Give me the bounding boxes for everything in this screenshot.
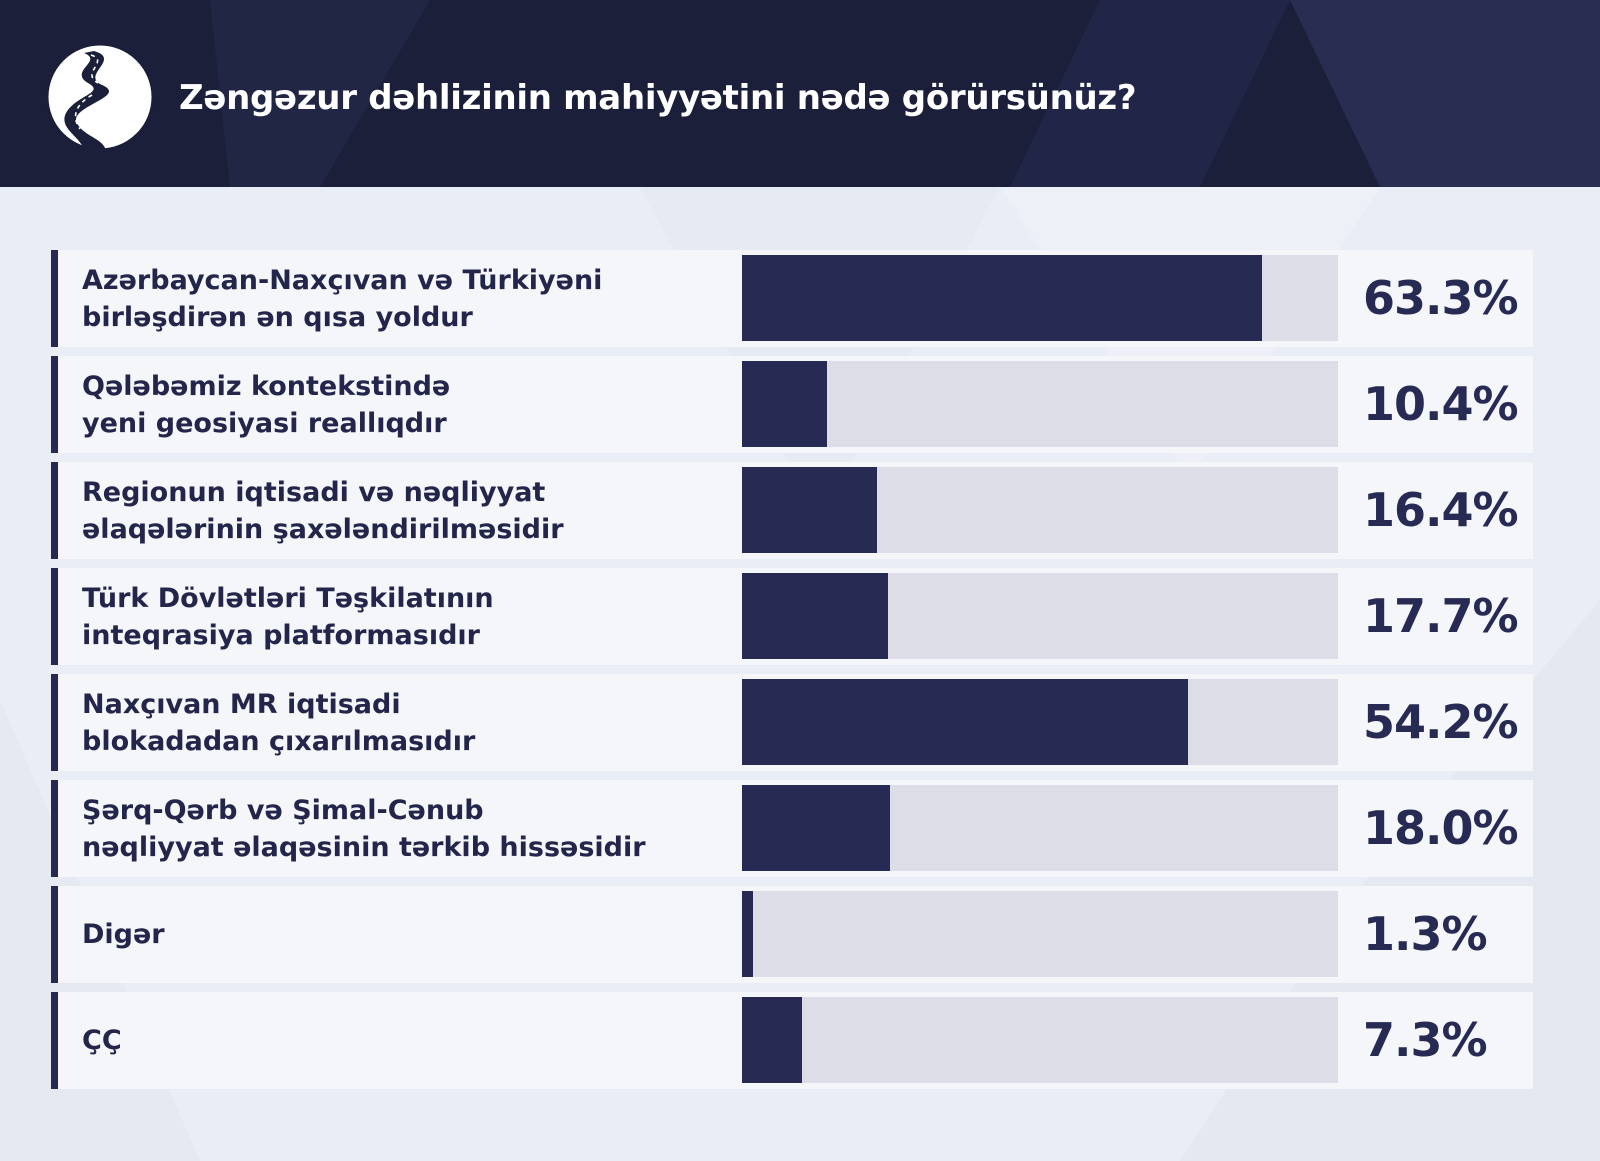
- category-label-line: Azərbaycan-Naxçıvan və Türkiyəni: [82, 264, 603, 296]
- bar-fill: [742, 891, 753, 977]
- category-label: Azərbaycan-Naxçıvan və Türkiyəni birləşdi…: [82, 250, 722, 347]
- category-label-line: Qələbəmiz kontekstində: [82, 370, 451, 402]
- category-label-line: Şərq-Qərb və Şimal-Cənub: [82, 794, 484, 826]
- value-label: 54.2%: [1363, 695, 1519, 749]
- category-label-text: Türk Dövlətləri Təşkilatının inteqrasiya …: [82, 580, 494, 654]
- bar-fill: [742, 785, 890, 871]
- bar-row: Azərbaycan-Naxçıvan və Türkiyəni birləşdi…: [51, 250, 1533, 347]
- bar-fill: [742, 679, 1188, 765]
- bar-row: ÇÇ 7.3%: [51, 992, 1533, 1089]
- bar-fill: [742, 467, 877, 553]
- category-label-text: Şərq-Qərb və Şimal-Cənub nəqliyyat əlaqəs…: [82, 792, 646, 866]
- bar-fill: [742, 573, 888, 659]
- bar-fill: [742, 255, 1263, 341]
- category-label-line: əlaqələrinin şaxələndirilməsidir: [82, 513, 564, 545]
- category-label-line: birləşdirən ən qısa yoldur: [82, 301, 473, 333]
- category-label-text: Regionun iqtisadi və nəqliyyat əlaqələrin…: [82, 474, 564, 548]
- value-label: 1.3%: [1363, 907, 1488, 961]
- bar-row: Digər 1.3%: [51, 886, 1533, 983]
- category-label: Türk Dövlətləri Təşkilatının inteqrasiya …: [82, 568, 722, 665]
- value-label: 17.7%: [1363, 589, 1519, 643]
- value-label: 18.0%: [1363, 801, 1519, 855]
- bar-track: [742, 891, 1338, 977]
- category-label: Qələbəmiz kontekstində yeni geosiyasi rea…: [82, 356, 722, 453]
- bar-fill: [742, 361, 828, 447]
- bar-track: [742, 255, 1338, 341]
- category-label-line: Digər: [82, 919, 165, 950]
- bar-track: [742, 679, 1338, 765]
- bar-chart: Azərbaycan-Naxçıvan və Türkiyəni birləşdi…: [51, 250, 1533, 1098]
- bar-row: Qələbəmiz kontekstində yeni geosiyasi rea…: [51, 356, 1533, 453]
- bar-track: [742, 997, 1338, 1083]
- bar-track: [742, 467, 1338, 553]
- category-label-text: Azərbaycan-Naxçıvan və Türkiyəni birləşdi…: [82, 262, 602, 336]
- bar-row: Regionun iqtisadi və nəqliyyat əlaqələrin…: [51, 462, 1533, 559]
- winding-road-icon: [45, 42, 155, 152]
- category-label-line: inteqrasiya platformasıdır: [82, 619, 480, 651]
- bar-row: Naxçıvan MR iqtisadi blokadadan çıxarılma…: [51, 674, 1533, 771]
- category-label-text: ÇÇ: [82, 1022, 122, 1059]
- value-label: 10.4%: [1363, 377, 1519, 431]
- category-label-line: yeni geosiyasi reallıqdır: [82, 407, 447, 439]
- category-label-line: Naxçıvan MR iqtisadi: [82, 688, 401, 720]
- bar-row: Şərq-Qərb və Şimal-Cənub nəqliyyat əlaqəs…: [51, 780, 1533, 877]
- bar-track: [742, 361, 1338, 447]
- category-label: Naxçıvan MR iqtisadi blokadadan çıxarılma…: [82, 674, 722, 771]
- category-label-line: ÇÇ: [82, 1025, 122, 1056]
- category-label-line: blokadadan çıxarılmasıdır: [82, 725, 476, 757]
- category-label: Regionun iqtisadi və nəqliyyat əlaqələrin…: [82, 462, 722, 559]
- value-label: 16.4%: [1363, 483, 1519, 537]
- bar-track: [742, 573, 1338, 659]
- category-label: ÇÇ: [82, 992, 722, 1089]
- category-label: Digər: [82, 886, 722, 983]
- category-label-text: Qələbəmiz kontekstində yeni geosiyasi rea…: [82, 368, 450, 442]
- category-label-text: Naxçıvan MR iqtisadi blokadadan çıxarılma…: [82, 686, 475, 760]
- bar-track: [742, 785, 1338, 871]
- bar-row: Türk Dövlətləri Təşkilatının inteqrasiya …: [51, 568, 1533, 665]
- value-label: 7.3%: [1363, 1013, 1488, 1067]
- value-label: 63.3%: [1363, 271, 1519, 325]
- category-label-line: Regionun iqtisadi və nəqliyyat: [82, 476, 546, 508]
- bar-fill: [742, 997, 802, 1083]
- category-label: Şərq-Qərb və Şimal-Cənub nəqliyyat əlaqəs…: [82, 780, 722, 877]
- header-decoration: [210, 0, 1600, 187]
- page-title: Zəngəzur dəhlizinin mahiyyətini nədə gör…: [179, 78, 1137, 118]
- category-label-line: Türk Dövlətləri Təşkilatının: [82, 582, 494, 614]
- category-label-line: nəqliyyat əlaqəsinin tərkib hissəsidir: [82, 831, 646, 863]
- header: Zəngəzur dəhlizinin mahiyyətini nədə gör…: [0, 0, 1600, 187]
- category-label-text: Digər: [82, 916, 165, 953]
